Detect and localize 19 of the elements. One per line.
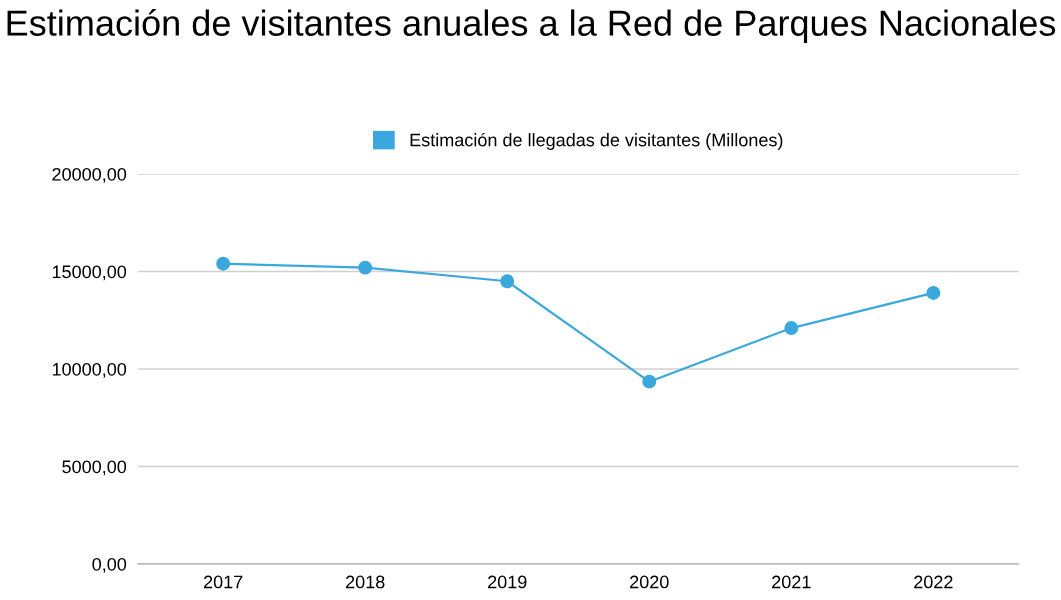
x-tick-label: 2018: [346, 575, 385, 589]
x-tick-label: 2019: [488, 575, 527, 589]
chart-title: Estimación de visitantes anuales a la Red de Parques Nacionales: [7, 9, 1056, 44]
point: [216, 256, 231, 271]
y-tick-label: 20000,00: [52, 167, 127, 183]
y-tick-label: 0,00: [92, 557, 127, 573]
x-tick-label: 2022: [914, 575, 953, 589]
point: [642, 374, 657, 389]
legend-label: Estimación de llegadas de visitantes (Millones): [410, 132, 783, 150]
point: [926, 286, 941, 300]
point: [500, 274, 515, 289]
y-tick-label: 5000,00: [62, 460, 127, 476]
point: [784, 321, 799, 335]
y-tick-label: 10000,00: [52, 362, 127, 378]
point: [358, 260, 373, 275]
x-tick-label: 2021: [772, 575, 811, 589]
x-tick-label: 2020: [630, 575, 669, 589]
x-tick-label: 2017: [203, 575, 243, 589]
y-tick-label: 15000,00: [52, 265, 127, 281]
